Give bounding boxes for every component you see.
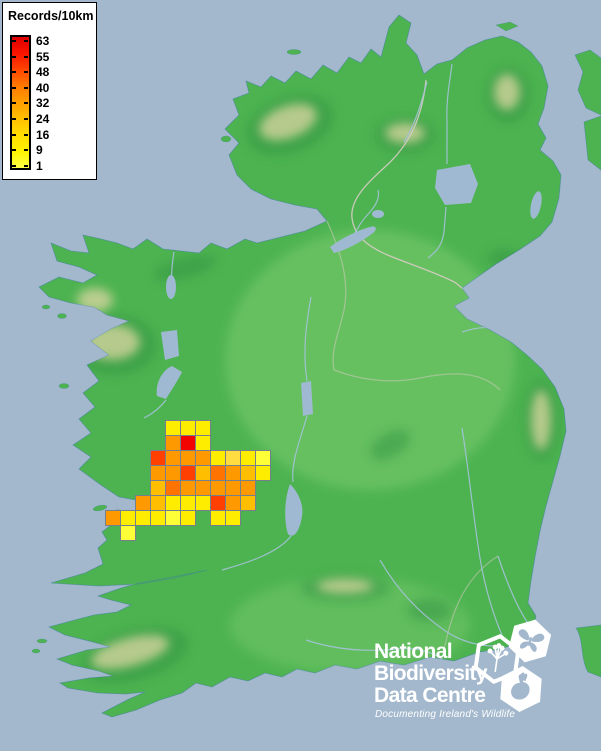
logo-line-2: Biodiversity xyxy=(374,662,488,685)
butterfly-hexagon-icon xyxy=(508,619,552,663)
legend-tick xyxy=(24,102,28,105)
legend-tick xyxy=(24,149,28,152)
legend-tick xyxy=(12,118,16,120)
legend-tick-label: 32 xyxy=(36,96,50,111)
legend-panel: Records/10km 63 55 48 40 32 24 16 9 1 xyxy=(2,2,97,180)
legend-color-scale xyxy=(10,35,31,170)
lough-neagh xyxy=(435,164,478,205)
lakes xyxy=(156,164,542,536)
legend-tick xyxy=(12,149,16,152)
legend-tick xyxy=(12,71,16,74)
logo-tagline: Documenting Ireland's Wildlife xyxy=(375,709,516,720)
relief-shading xyxy=(73,63,560,684)
legend-tick xyxy=(12,164,16,167)
legend-tick-label: 24 xyxy=(36,112,50,126)
legend-tick xyxy=(12,55,16,58)
legend-tick xyxy=(12,40,16,42)
logo-line-1: National xyxy=(374,640,453,663)
legend-tick xyxy=(24,118,28,120)
logo-hexagon-cluster xyxy=(473,619,552,712)
legend-tick-label: 1 xyxy=(36,158,43,173)
legend-tick xyxy=(12,102,16,105)
legend-tick xyxy=(24,133,28,136)
legend-tick xyxy=(24,164,28,167)
legend-tick-label: 63 xyxy=(36,34,50,48)
logo-line-3: Data Centre xyxy=(374,684,486,707)
legend-tick-label: 9 xyxy=(36,143,43,158)
legend-tick-label: 40 xyxy=(36,80,50,95)
rivers xyxy=(143,63,531,660)
hare-hexagon-icon xyxy=(500,666,542,712)
legend-tick xyxy=(24,71,28,74)
legend-tick xyxy=(12,86,16,89)
logo-wordmark: National Biodiversity Data Centre xyxy=(374,640,488,707)
legend-tick xyxy=(24,55,28,58)
legend-tick xyxy=(24,86,28,89)
legend-tick-label: 48 xyxy=(36,65,50,80)
legend-tick-label: 55 xyxy=(36,49,50,64)
legend-tick xyxy=(12,133,16,136)
legend-title: Records/10km xyxy=(8,9,94,23)
legend-tick-label: 16 xyxy=(36,127,50,142)
neighbour-coastline xyxy=(574,49,601,678)
legend-tick xyxy=(24,40,28,42)
